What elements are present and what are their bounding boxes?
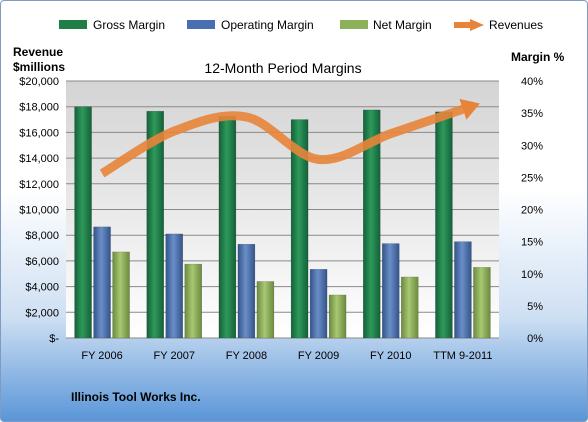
gross-margin-bar — [290, 119, 309, 339]
right-tick-label: 30% — [521, 140, 543, 152]
legend: Gross Margin Operating Margin Net Margin… — [59, 18, 543, 32]
category-labels: FY 2006 FY 2007 FY 2008 FY 2009 FY 2010 TTM 9… — [81, 350, 492, 362]
net-margin-bar — [328, 294, 347, 339]
operating-margin-bar — [165, 233, 183, 339]
gross-margin-bar — [74, 106, 92, 339]
legend-item-gross-margin: Gross Margin — [59, 18, 165, 32]
category-label: FY 2008 — [226, 350, 267, 362]
legend-label-net-margin: Net Margin — [373, 18, 432, 32]
left-axis-ticks: $- $2,000 $4,000 $6,000 $8,000 $10,000 $12,000… — [19, 76, 59, 345]
legend-item-operating-margin: Operating Margin — [187, 18, 314, 32]
gross-margin-bar — [218, 116, 237, 339]
net-margin-bar — [112, 251, 130, 339]
operating-margin-bar — [382, 243, 400, 339]
net-margin-bar — [256, 281, 275, 339]
left-tick-label: $18,000 — [19, 102, 59, 114]
left-tick-label: $- — [49, 333, 59, 345]
revenue-line-group — [99, 98, 480, 178]
revenue-arrowhead — [459, 98, 480, 120]
operating-margin-bar — [237, 243, 256, 339]
legend-label-gross-margin: Gross Margin — [93, 18, 165, 32]
left-tick-label: $4,000 — [25, 282, 59, 294]
left-tick-label: $2,000 — [25, 307, 59, 319]
revenue-line — [99, 105, 465, 178]
right-tick-label: 25% — [521, 172, 543, 184]
right-axis-ticks: 0% 5% 10% 15% 20% 25% 30% 35% 40% — [521, 76, 543, 345]
right-tick-label: 5% — [527, 301, 543, 313]
bars — [74, 106, 491, 339]
legend-item-net-margin: Net Margin — [340, 18, 432, 32]
category-label: FY 2009 — [298, 350, 339, 362]
company-name: Illinois Tool Works Inc. — [71, 390, 201, 404]
right-tick-label: 20% — [521, 205, 543, 217]
right-tick-label: 15% — [521, 237, 543, 249]
left-tick-label: $6,000 — [25, 256, 59, 268]
right-tick-label: 35% — [521, 108, 543, 120]
left-axis-label-line2: $millions — [13, 60, 65, 74]
operating-margin-bar — [309, 269, 328, 339]
legend-arrow-revenues — [470, 19, 484, 31]
left-tick-label: $8,000 — [25, 230, 59, 242]
left-tick-label: $20,000 — [19, 76, 59, 88]
gridlines — [66, 80, 499, 339]
legend-label-revenues: Revenues — [489, 18, 543, 32]
net-margin-bar — [184, 263, 202, 339]
gross-margin-bar — [363, 109, 381, 339]
legend-swatch-operating-margin — [187, 20, 215, 29]
legend-item-revenues: Revenues — [454, 18, 543, 32]
legend-swatch-gross-margin — [59, 20, 87, 29]
legend-label-operating-margin: Operating Margin — [221, 18, 314, 32]
gross-margin-bar — [435, 111, 453, 339]
category-label: TTM 9-2011 — [433, 350, 492, 362]
left-tick-label: $10,000 — [19, 205, 59, 217]
right-tick-label: 40% — [521, 76, 543, 88]
left-tick-label: $16,000 — [19, 127, 59, 139]
left-tick-label: $14,000 — [19, 153, 59, 165]
operating-margin-bar — [454, 241, 472, 339]
net-margin-bar — [473, 267, 491, 339]
net-margin-bar — [401, 276, 419, 339]
category-label: FY 2010 — [370, 350, 411, 362]
left-tick-label: $12,000 — [19, 179, 59, 191]
right-axis-label: Margin % — [511, 50, 565, 64]
gross-margin-bar — [146, 110, 164, 339]
left-axis-label-line1: Revenue — [13, 45, 63, 59]
category-label: FY 2007 — [154, 350, 195, 362]
right-tick-label: 10% — [521, 269, 543, 281]
category-label: FY 2006 — [81, 350, 122, 362]
legend-swatch-net-margin — [340, 20, 368, 29]
right-tick-label: 0% — [527, 333, 543, 345]
operating-margin-bar — [93, 226, 111, 339]
chart-title: 12-Month Period Margins — [204, 60, 361, 76]
